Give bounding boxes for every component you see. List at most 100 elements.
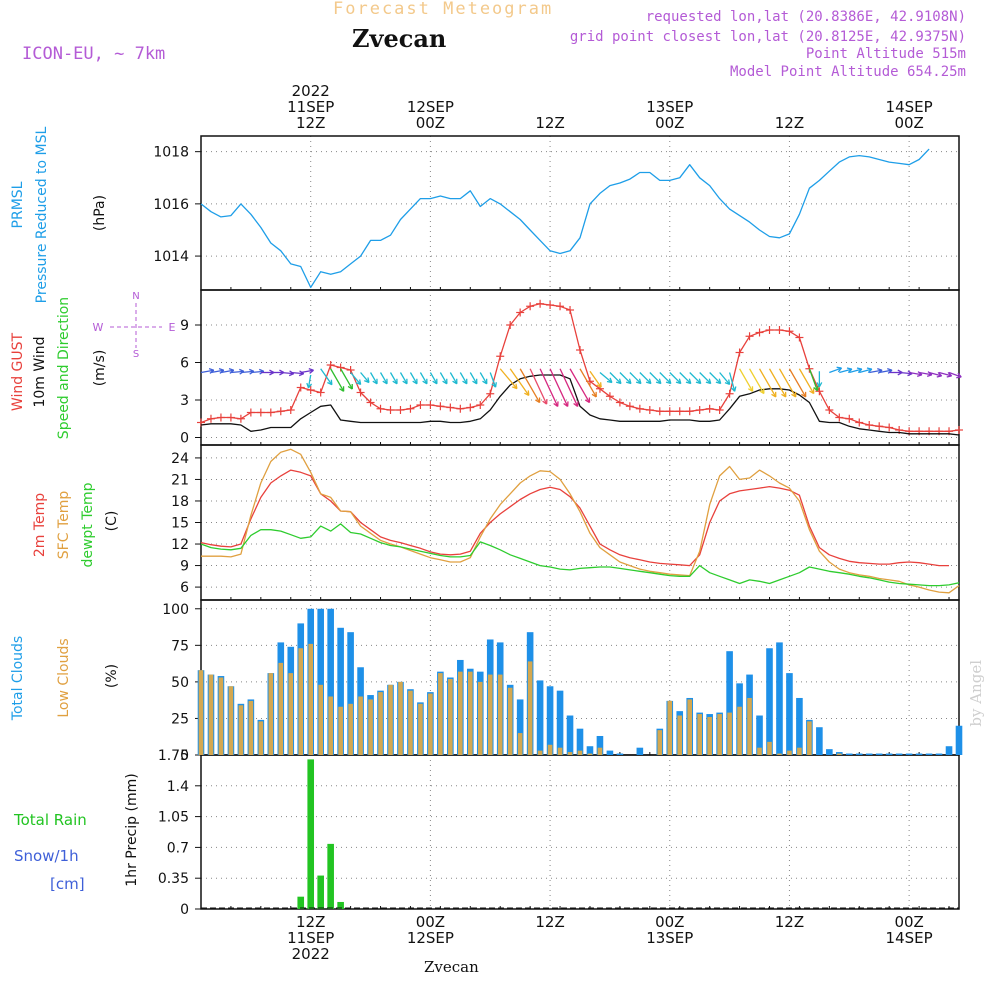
low-cloud-bar (527, 661, 533, 755)
total-cloud-bar (776, 642, 783, 755)
low-cloud-bar (477, 681, 483, 755)
wind-gust-title: Wind GUST (10, 332, 26, 411)
low-cloud-bar (517, 733, 523, 755)
wind-arrow (379, 372, 388, 385)
gust-marker (546, 301, 555, 309)
total-cloud-bar (945, 746, 953, 755)
y-tick-label: 1.75 (158, 748, 189, 764)
gust-marker (276, 407, 285, 416)
low-cloud-bar (338, 706, 343, 755)
wind-arrow (758, 368, 777, 398)
gust-marker (436, 402, 445, 411)
top-time-label: 11SEP (287, 98, 334, 116)
bottom-time-label: 00Z (655, 913, 684, 931)
wind-arrow (778, 368, 797, 398)
gust-marker (675, 407, 684, 416)
rain-title: Total Rain (13, 811, 87, 829)
low-cloud-bar (757, 747, 762, 755)
total-cloud-bar (566, 715, 574, 755)
wind-arrow (689, 372, 702, 385)
y-tick-label: 3 (180, 393, 189, 409)
temp-2m-line (200, 469, 949, 567)
low-cloud-bar (787, 750, 792, 755)
gust-marker (576, 346, 584, 354)
low-cloud-bar (707, 716, 712, 755)
low-cloud-bar (567, 752, 573, 755)
gust-marker (197, 418, 205, 427)
gust-marker (615, 398, 624, 407)
y-tick-label: 15 (171, 516, 189, 532)
total-cloud-bar (536, 680, 544, 755)
low-cloud-bar (737, 706, 742, 755)
wind-arrow (559, 368, 579, 407)
y-tick-label: 0 (180, 748, 189, 764)
y-tick-label: 0.7 (167, 840, 189, 856)
model-label: ICON-EU, ~ 7km (22, 44, 166, 64)
wind-arrow (839, 367, 853, 374)
y-tick-label: 0 (180, 431, 189, 447)
low-cloud-bar (348, 703, 353, 755)
wind-arrow (529, 368, 548, 405)
total-cloud-bar (826, 749, 833, 755)
wind-arrow (399, 372, 408, 385)
total-cloud-bar (337, 627, 344, 755)
temp-2m-title: 2m Temp (32, 493, 48, 557)
panel-frame (200, 289, 960, 446)
wind-arrow (879, 368, 893, 374)
y-tick-label: 9 (180, 559, 189, 575)
station-title: Zvecan (352, 24, 447, 53)
total-cloud-bar (925, 753, 933, 755)
y-tick-label: 50 (171, 675, 189, 691)
low-cloud-bar (507, 687, 513, 755)
wind-arrow (300, 368, 314, 374)
low-cloud-bar (208, 674, 214, 755)
snow-unit: [cm] (50, 875, 85, 893)
gust-marker (206, 414, 215, 423)
total-cloud-bar (586, 746, 594, 755)
low-cloud-bar (258, 721, 264, 755)
wind-arrow (419, 372, 428, 385)
wind-arrow (928, 371, 943, 378)
wind-arrow (389, 372, 398, 385)
low-cloud-bar (487, 674, 493, 755)
wind-arrow (719, 372, 731, 386)
wind-arrow (340, 368, 353, 390)
wind-arrow (589, 370, 602, 388)
gust-marker (955, 426, 963, 434)
total-cloud-bar (955, 725, 963, 755)
total-cloud-bar (347, 632, 354, 755)
gust-marker (685, 407, 694, 416)
y-tick-label: 9 (180, 318, 189, 334)
gust-marker (376, 404, 385, 413)
gust-marker (356, 388, 365, 397)
y-tick-label: 0 (180, 902, 189, 918)
top-time-label: 2022 (292, 82, 330, 100)
total-cloud-bar (766, 648, 773, 755)
wind-arrow (539, 368, 559, 407)
gust-marker (815, 387, 824, 396)
wind-arrow (728, 372, 737, 392)
wind-arrow (859, 367, 873, 374)
wind-arrow (659, 372, 672, 385)
low-cloud-bar (318, 684, 323, 755)
wind-10m-line (200, 374, 960, 436)
top-time-label: 12SEP (407, 98, 454, 116)
gust-marker (785, 327, 794, 336)
wind-arrow (679, 372, 692, 385)
y-tick-label: 21 (171, 472, 189, 488)
gust-marker (456, 404, 465, 413)
low-cloud-bar (667, 700, 673, 755)
wind-arrow (699, 372, 712, 385)
rain-bar (327, 843, 334, 909)
gust-marker (316, 388, 325, 397)
gust-marker (635, 404, 644, 413)
gust-marker (566, 306, 575, 314)
gust-marker (516, 308, 525, 317)
total-cloud-bar (935, 753, 943, 755)
total-cloud-bar (865, 753, 873, 755)
wind-arrow (479, 372, 488, 385)
total-cloud-bar (905, 753, 913, 755)
total-cloud-bar (616, 753, 624, 755)
gust-marker (795, 333, 804, 342)
total-cloud-bar (855, 753, 863, 755)
